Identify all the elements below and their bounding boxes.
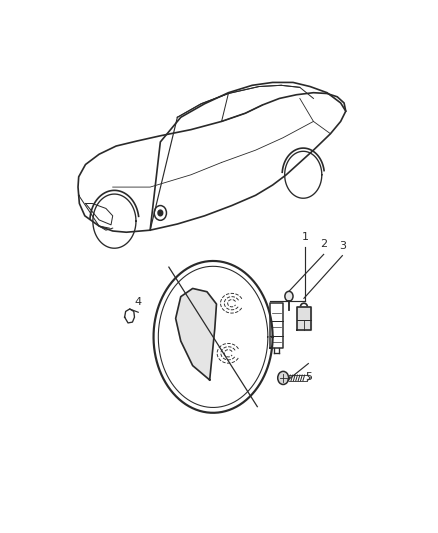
Polygon shape [175,288,216,380]
Text: 2: 2 [319,239,326,249]
Circle shape [154,206,166,220]
Circle shape [158,210,162,216]
Text: 1: 1 [301,232,308,241]
Text: 4: 4 [134,297,141,308]
Text: 3: 3 [338,241,345,251]
Polygon shape [297,306,310,330]
Circle shape [284,292,293,301]
Text: 5: 5 [304,372,311,382]
Circle shape [277,372,288,384]
